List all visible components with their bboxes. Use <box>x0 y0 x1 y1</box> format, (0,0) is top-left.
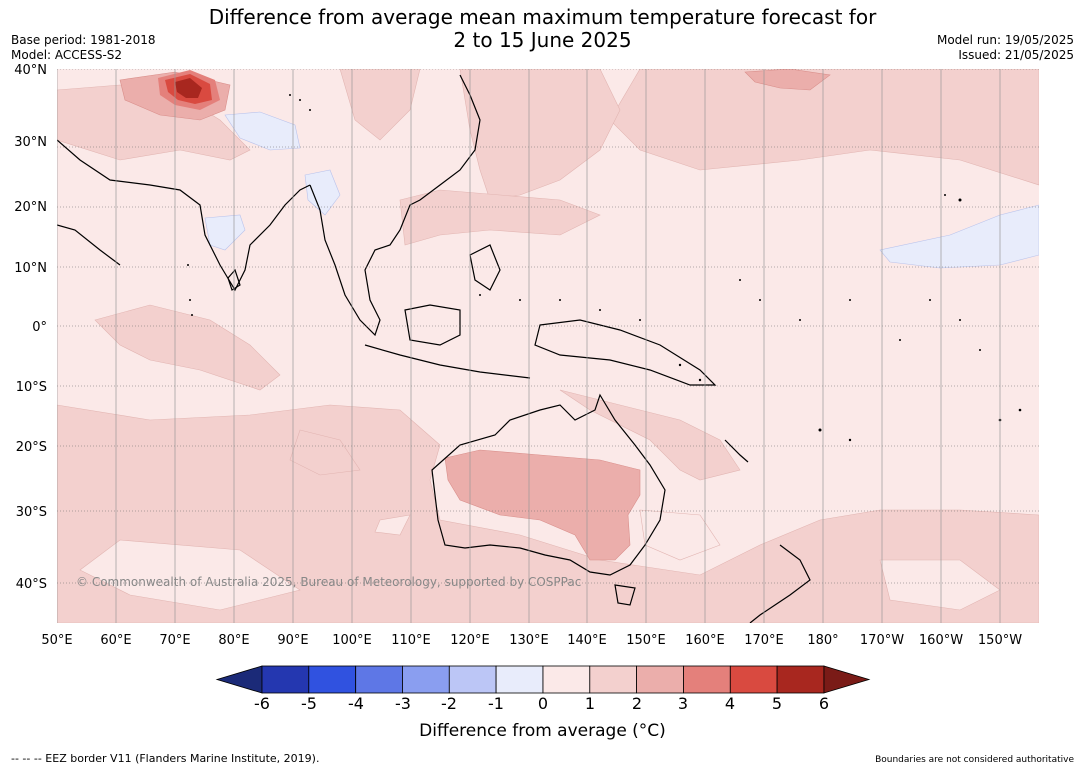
colorbar-segment <box>308 665 356 694</box>
lon-label: 140°E <box>567 633 607 648</box>
anomaly-band-neg1-0 <box>204 111 1039 269</box>
colorbar-segment <box>776 665 825 694</box>
colorbar-tick: 5 <box>772 694 782 713</box>
lon-label: 160°W <box>919 633 963 648</box>
lon-label: 150°E <box>626 633 666 648</box>
lat-label: 20°N <box>14 200 47 215</box>
colorbar-extend-low <box>215 665 263 694</box>
anomaly-band-0-1-holes <box>79 509 1001 611</box>
colorbar-tick: -4 <box>348 694 364 713</box>
lat-label: 40°N <box>14 63 47 78</box>
colorbar-title: Difference from average (°C) <box>419 721 666 741</box>
colorbar-segment <box>402 665 450 694</box>
lon-label: 170°W <box>860 633 904 648</box>
colorbar <box>215 665 871 694</box>
lon-label: 100°E <box>332 633 372 648</box>
lat-label: 10°N <box>14 261 47 276</box>
lon-label: 180° <box>807 633 838 648</box>
colorbar-segment <box>683 665 731 694</box>
gridlines <box>57 69 1039 623</box>
colorbar-tick: 3 <box>678 694 688 713</box>
map-title-line1: Difference from average mean maximum tem… <box>208 5 877 29</box>
colorbar-segment <box>495 665 544 694</box>
colorbar-tick: 6 <box>819 694 829 713</box>
issued-date: Issued: 21/05/2025 <box>958 48 1074 62</box>
colorbar-segment <box>448 665 497 694</box>
colorbar-tick: -1 <box>488 694 504 713</box>
colorbar-tick: -5 <box>301 694 317 713</box>
colorbar-tick-labels: -6 -5 -4 -3 -2 -1 0 1 2 3 4 5 6 <box>254 694 829 713</box>
colorbar-segment <box>542 665 591 694</box>
eez-legend: -- -- -- EEZ border V11 (Flanders Marine… <box>11 752 320 765</box>
lat-label: 10°S <box>16 380 47 395</box>
lon-label: 160°E <box>685 633 725 648</box>
longitude-labels: 50°E 60°E 70°E 80°E 90°E 100°E 110°E 120… <box>41 633 1022 648</box>
lat-label: 20°S <box>16 440 47 455</box>
lon-label: 110°E <box>391 633 431 648</box>
model-run: Model run: 19/05/2025 <box>936 33 1074 47</box>
lon-label: 170°E <box>744 633 784 648</box>
boundary-disclaimer: Boundaries are not considered authoritat… <box>875 755 1074 765</box>
lon-label: 130°E <box>509 633 549 648</box>
colorbar-segment <box>589 665 637 694</box>
model-info: Base period: 1981-2018 Model: ACCESS-S2 <box>11 33 156 63</box>
lat-label: 30°N <box>14 135 47 150</box>
islands <box>187 94 1022 442</box>
lat-label: 0° <box>32 320 47 335</box>
run-info: Model run: 19/05/2025 Issued: 21/05/2025 <box>937 33 1074 63</box>
model-name: Model: ACCESS-S2 <box>11 48 123 62</box>
colorbar-segment <box>636 665 684 694</box>
lon-label: 70°E <box>159 633 190 648</box>
colorbar-segment <box>355 665 403 694</box>
lon-label: 90°E <box>277 633 308 648</box>
colorbar-tick: 4 <box>725 694 735 713</box>
anomaly-band-1-2 <box>57 69 1039 623</box>
colorbar-tick: -2 <box>441 694 457 713</box>
lat-label: 30°S <box>16 505 47 520</box>
map-title-line2: 2 to 15 June 2025 <box>453 28 632 52</box>
anomaly-hotspot <box>158 70 220 110</box>
colorbar-extend-high <box>823 665 871 694</box>
colorbar-tick: -6 <box>254 694 270 713</box>
lon-label: 80°E <box>218 633 249 648</box>
colorbar-tick: -3 <box>395 694 411 713</box>
lon-label: 60°E <box>100 633 131 648</box>
colorbar-tick: 0 <box>538 694 548 713</box>
copyright-notice: © Commonwealth of Australia 2025, Bureau… <box>76 575 581 589</box>
base-period: Base period: 1981-2018 <box>11 33 156 47</box>
colorbar-segment <box>729 665 778 694</box>
lon-label: 120°E <box>450 633 490 648</box>
colorbar-tick: 2 <box>632 694 642 713</box>
anomaly-field: © Commonwealth of Australia 2025, Bureau… <box>57 69 1039 623</box>
colorbar-tick: 1 <box>585 694 595 713</box>
lon-label: 50°E <box>41 633 72 648</box>
lon-label: 150°W <box>978 633 1022 648</box>
colorbar-segment <box>261 665 310 694</box>
latitude-labels: 40°N 30°N 20°N 10°N 0° 10°S 20°S 30°S 40… <box>14 63 47 592</box>
lat-label: 40°S <box>16 577 47 592</box>
